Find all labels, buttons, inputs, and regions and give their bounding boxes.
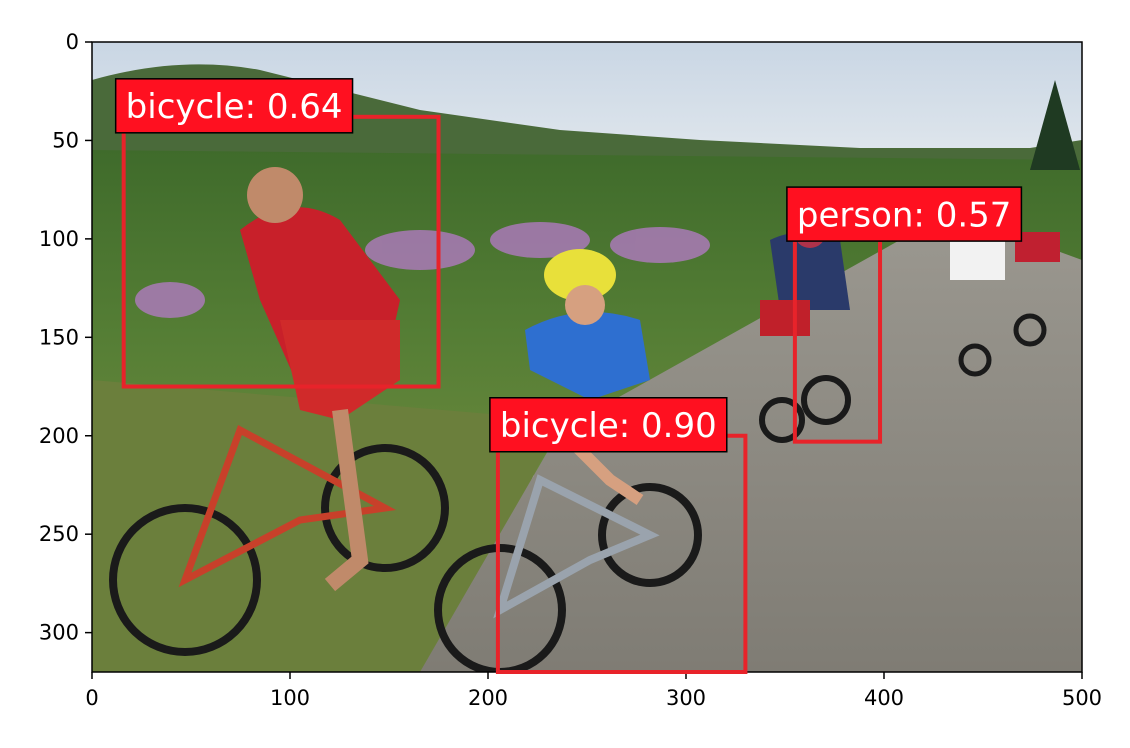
x-tick-label: 400 [864,686,904,710]
label-background [489,397,728,453]
detection-bicycle: bicycle: 0.64 [114,78,441,389]
label-background [786,186,1023,242]
far-cyclists [950,232,1060,377]
cyclist-middle [434,249,702,672]
y-tick-label: 300 [39,621,79,645]
y-tick-label: 0 [66,30,79,54]
detection-label: bicycle: 0.64 [126,87,343,127]
y-axis-ticks: 0 50 100 150 200 250 300 [39,30,92,645]
x-tick-label: 0 [85,686,98,710]
y-tick-label: 150 [39,325,79,349]
x-tick-label: 300 [666,686,706,710]
detection-label: person: 0.57 [797,195,1012,235]
y-tick-label: 250 [39,522,79,546]
x-tick-label: 500 [1062,686,1102,710]
trees [1030,80,1080,170]
y-tick-label: 100 [39,227,79,251]
y-tick-label: 200 [39,424,79,448]
detection-bicycle: bicycle: 0.90 [489,397,748,674]
cyclist-left [109,167,449,656]
x-axis-ticks: 0 100 200 300 400 500 [85,672,1102,710]
photo [92,42,1082,672]
detection-person: person: 0.57 [786,186,1023,444]
label-background [114,78,354,134]
detection-label: bicycle: 0.90 [500,406,717,446]
x-tick-label: 100 [270,686,310,710]
y-tick-label: 50 [52,128,79,152]
x-tick-label: 200 [468,686,508,710]
flowers [135,222,710,318]
detections: bicycle: 0.64 person: 0.57 bicycle: 0.90 [114,78,1023,674]
